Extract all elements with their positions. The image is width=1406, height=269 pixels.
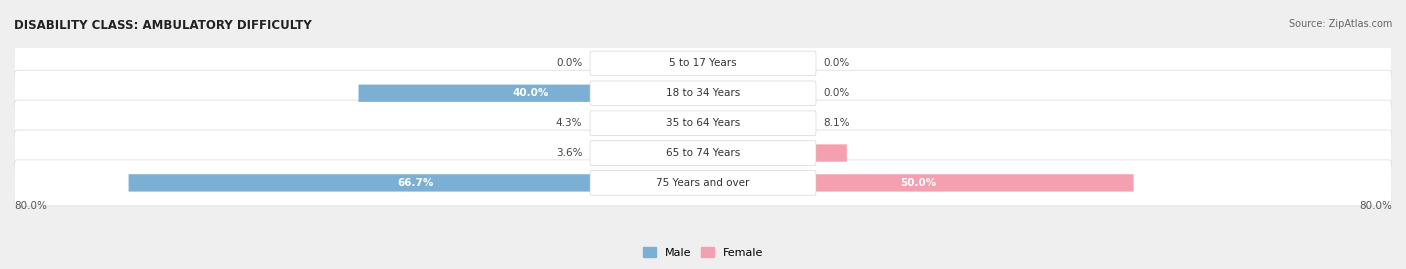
Text: 80.0%: 80.0%: [1360, 201, 1392, 211]
FancyBboxPatch shape: [14, 130, 1392, 176]
Text: 16.7%: 16.7%: [756, 148, 793, 158]
FancyBboxPatch shape: [128, 174, 703, 192]
FancyBboxPatch shape: [591, 81, 815, 105]
Text: 66.7%: 66.7%: [398, 178, 434, 188]
Text: 0.0%: 0.0%: [824, 58, 849, 68]
Text: 75 Years and over: 75 Years and over: [657, 178, 749, 188]
FancyBboxPatch shape: [703, 174, 1133, 192]
FancyBboxPatch shape: [359, 84, 703, 102]
FancyBboxPatch shape: [703, 144, 846, 162]
Text: 0.0%: 0.0%: [824, 88, 849, 98]
FancyBboxPatch shape: [703, 115, 773, 132]
FancyBboxPatch shape: [14, 70, 1392, 116]
Text: 4.3%: 4.3%: [555, 118, 582, 128]
FancyBboxPatch shape: [591, 51, 815, 76]
Text: 65 to 74 Years: 65 to 74 Years: [666, 148, 740, 158]
Text: 3.6%: 3.6%: [555, 148, 582, 158]
FancyBboxPatch shape: [14, 100, 1392, 146]
Text: 40.0%: 40.0%: [513, 88, 548, 98]
FancyBboxPatch shape: [591, 111, 815, 135]
Text: Source: ZipAtlas.com: Source: ZipAtlas.com: [1288, 19, 1392, 29]
Text: 35 to 64 Years: 35 to 64 Years: [666, 118, 740, 128]
Text: 8.1%: 8.1%: [824, 118, 851, 128]
Text: 5 to 17 Years: 5 to 17 Years: [669, 58, 737, 68]
FancyBboxPatch shape: [14, 40, 1392, 86]
Legend: Male, Female: Male, Female: [638, 243, 768, 262]
Text: 80.0%: 80.0%: [14, 201, 46, 211]
FancyBboxPatch shape: [591, 171, 815, 195]
FancyBboxPatch shape: [672, 144, 703, 162]
Text: 0.0%: 0.0%: [557, 58, 582, 68]
FancyBboxPatch shape: [14, 160, 1392, 206]
FancyBboxPatch shape: [666, 115, 703, 132]
Text: 50.0%: 50.0%: [900, 178, 936, 188]
Text: 18 to 34 Years: 18 to 34 Years: [666, 88, 740, 98]
FancyBboxPatch shape: [591, 141, 815, 165]
Text: DISABILITY CLASS: AMBULATORY DIFFICULTY: DISABILITY CLASS: AMBULATORY DIFFICULTY: [14, 19, 312, 32]
